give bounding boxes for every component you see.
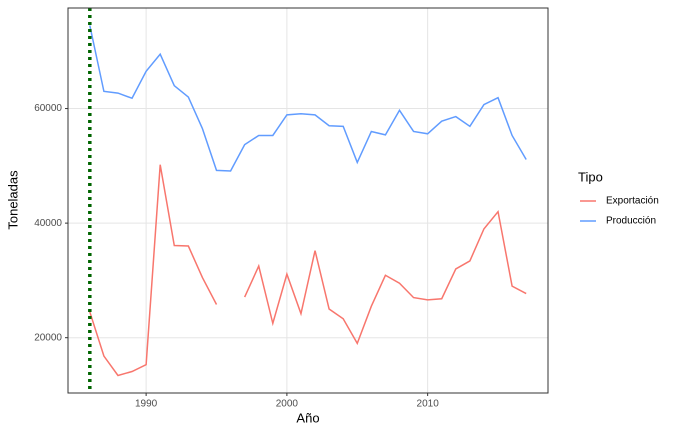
y-tick-label: 20000 — [34, 332, 62, 343]
y-tick-label: 60000 — [34, 103, 62, 114]
y-tick-label: 40000 — [34, 218, 62, 229]
panel — [67, 7, 549, 394]
legend-label: Producción — [606, 216, 656, 227]
x-tick-label: 2000 — [276, 399, 299, 410]
y-axis-title: Toneladas — [5, 170, 20, 230]
x-tick-label: 1990 — [135, 399, 158, 410]
x-axis-title: Año — [296, 410, 319, 425]
series-line — [89, 25, 527, 172]
legend-title: Tipo — [578, 169, 603, 184]
series-line — [89, 164, 527, 377]
panel — [67, 7, 549, 394]
legend-label: Exportación — [606, 196, 659, 207]
x-tick-label: 2010 — [417, 399, 440, 410]
